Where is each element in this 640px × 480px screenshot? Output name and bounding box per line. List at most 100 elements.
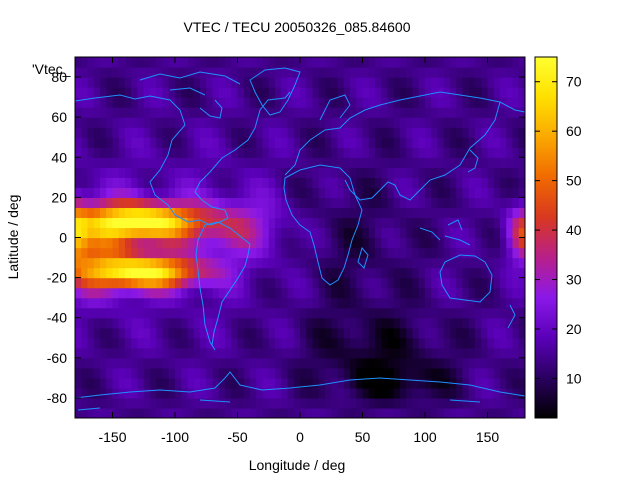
heat-cell [243, 237, 251, 249]
heat-cell [393, 107, 401, 118]
heat-cell [187, 217, 195, 229]
heat-cell [368, 227, 376, 239]
heat-cell [443, 327, 451, 339]
heat-cell [75, 337, 82, 349]
colorbar-tick-label: 10 [566, 370, 582, 386]
heat-cell [81, 267, 89, 279]
heat-cell [506, 197, 514, 209]
heat-cell [318, 267, 326, 279]
heat-cell [75, 367, 82, 379]
heat-cell [118, 217, 126, 229]
heat-cell [150, 277, 157, 289]
heat-cell [381, 317, 389, 329]
heat-cell [512, 187, 520, 198]
heat-cell [412, 277, 420, 289]
heat-cell [212, 77, 220, 88]
heat-cell [512, 207, 520, 219]
heat-cell [356, 87, 364, 98]
heat-cell [268, 317, 276, 329]
heat-cell [200, 227, 207, 239]
heat-cell [512, 377, 520, 389]
heat-cell [387, 307, 395, 319]
heat-cell [193, 347, 201, 359]
heat-cell [81, 77, 89, 88]
heat-cell [131, 317, 139, 329]
heat-cell [481, 137, 489, 148]
heat-cell [375, 247, 382, 259]
heat-cell [325, 227, 332, 239]
heat-cell [100, 277, 107, 289]
heat-cell [343, 77, 351, 88]
x-tick-label: 150 [476, 429, 500, 445]
heat-cell [306, 267, 314, 279]
heat-cell [306, 357, 314, 369]
heat-cell [225, 187, 232, 198]
heat-cell [306, 387, 314, 399]
coastline-madagascar [357, 246, 369, 269]
heat-cell [243, 127, 251, 138]
heat-cell [162, 237, 170, 249]
heat-cell [256, 177, 264, 188]
heat-cell [437, 137, 445, 148]
heat-cell [331, 257, 339, 269]
heat-cell [381, 307, 389, 319]
heat-cell [450, 337, 457, 349]
heat-cell [393, 367, 401, 379]
heat-cell [462, 307, 470, 319]
heat-cell [493, 327, 501, 339]
key-label: 'Vtec_ [32, 61, 71, 77]
heat-cell [500, 117, 507, 128]
heat-cell [325, 207, 332, 219]
heat-cell [331, 157, 339, 168]
heat-cell [475, 297, 482, 309]
heat-cell [87, 117, 95, 128]
heat-cell [362, 117, 370, 128]
heat-cell [437, 407, 445, 418]
heat-cell [306, 107, 314, 118]
heat-cell [450, 237, 457, 249]
heat-cell [362, 317, 370, 329]
heat-cell [312, 287, 320, 299]
heat-cell [268, 107, 276, 118]
heat-cell [406, 397, 414, 409]
heat-cell [487, 317, 495, 329]
heat-cell [193, 267, 201, 279]
heat-cell [106, 77, 114, 88]
heat-cell [487, 357, 495, 369]
heat-cell [512, 117, 520, 128]
heat-cell [381, 147, 389, 158]
heat-cell [306, 87, 314, 98]
coastline-new-zealand [507, 304, 516, 329]
heat-cell [381, 257, 389, 269]
heat-cell [200, 277, 207, 289]
heat-cell [206, 307, 214, 319]
colorbar-tick-label: 30 [566, 272, 582, 288]
heat-cell [118, 127, 126, 138]
heat-cell [318, 67, 326, 78]
heat-cell [275, 207, 282, 219]
heat-cell [112, 357, 120, 369]
heat-cell [243, 377, 251, 389]
heat-cell [218, 87, 226, 98]
heat-cell [300, 217, 307, 229]
heat-cell [156, 327, 164, 339]
heat-cell [493, 317, 501, 329]
heat-cell [112, 67, 120, 78]
heat-cell [181, 297, 189, 309]
heat-cell [300, 227, 307, 239]
heat-cell [156, 67, 164, 78]
heat-cell [106, 107, 114, 118]
heat-cell [318, 107, 326, 118]
heat-cell [181, 97, 189, 108]
heat-cell [318, 117, 326, 128]
heat-cell [137, 107, 145, 118]
heat-cell [431, 247, 439, 259]
heat-cell [368, 157, 376, 168]
heat-cell [312, 197, 320, 209]
heat-cell [150, 227, 157, 239]
heat-cell [318, 207, 326, 219]
heat-cell [118, 207, 126, 219]
heat-cell [506, 217, 514, 229]
heat-cell [493, 307, 501, 319]
heat-cell [406, 197, 414, 209]
